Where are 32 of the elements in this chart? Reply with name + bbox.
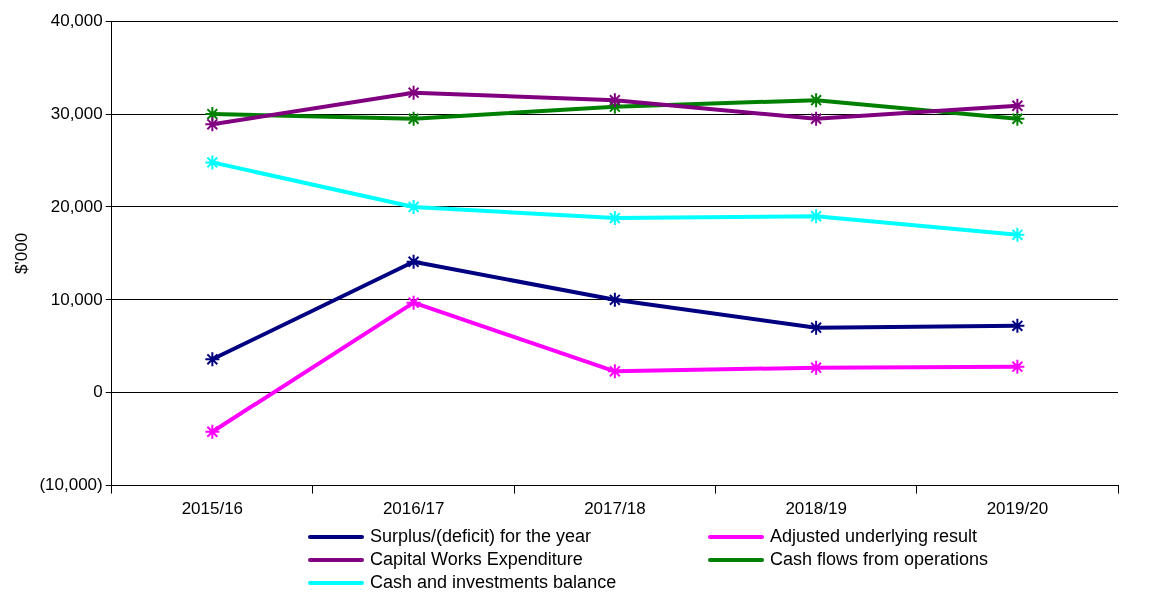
point: [606, 363, 623, 380]
point: [405, 294, 422, 311]
y-tick-label: 10,000: [50, 289, 103, 309]
legend-label: Surplus/(deficit) for the year: [370, 526, 592, 547]
x-tick-label: 2016/17: [382, 499, 445, 519]
y-tick-label: 30,000: [50, 103, 103, 123]
legend-label: Capital Works Expenditure: [370, 549, 583, 570]
point: [204, 154, 221, 171]
x-tick-label: 2015/16: [181, 499, 244, 519]
legend-label: Adjusted underlying result: [770, 526, 978, 547]
x-tick-label: 2019/20: [986, 499, 1049, 519]
y-tick-label: (10,000): [39, 475, 103, 495]
legend-label: Cash and investments balance: [370, 572, 617, 593]
point: [405, 253, 422, 270]
y-tick-label: 40,000: [50, 10, 103, 30]
point: [1009, 226, 1026, 243]
point: [1009, 317, 1026, 334]
y-tick-label: 0: [93, 382, 103, 402]
point: [1009, 97, 1026, 114]
point: [204, 423, 221, 440]
point: [1009, 110, 1026, 127]
x-tick-label: 2017/18: [584, 499, 646, 519]
point: [405, 84, 422, 101]
y-tick-label: 20,000: [50, 196, 103, 216]
point: [405, 198, 422, 215]
point: [204, 351, 221, 368]
legend-label: Cash flows from operations: [770, 549, 989, 570]
point: [204, 116, 221, 133]
x-tick-label: 2018/19: [785, 499, 847, 519]
point: [1009, 358, 1026, 375]
point: [606, 291, 623, 308]
y-axis-title: $'000: [11, 232, 31, 274]
